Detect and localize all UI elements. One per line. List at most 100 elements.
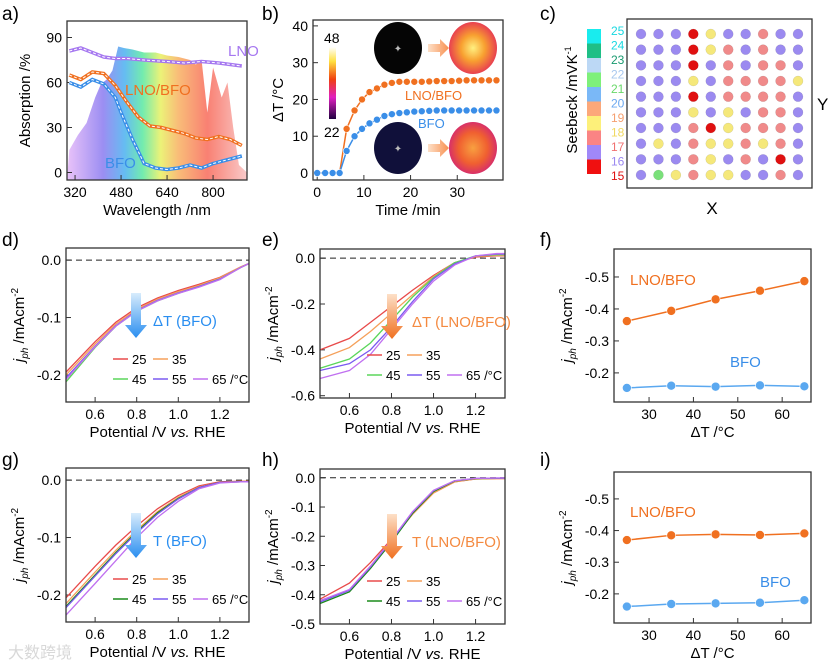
x-tick-label: 1.2 [466,628,486,644]
seebeck-point [653,138,664,149]
data-point [403,77,411,86]
seebeck-point [688,169,699,181]
x-tick-label: 0.6 [85,406,105,422]
data-point [462,106,471,115]
scale-block [587,145,601,160]
seebeck-point [670,91,682,102]
panel-d: d) 0.6 0.8 1.0 1.2 0.0 -0.1 -0.2 Potential /V vs… [2,230,250,441]
seebeck-point [792,169,804,181]
thermal-image-after [449,122,497,174]
data-point [799,595,810,606]
y-tick-label: -0.5 [585,491,609,507]
x-tick-label: 1.0 [169,626,189,642]
x-tick-label: 1.0 [424,402,444,418]
annotation-label: T (LNO/BFO) [412,534,501,551]
seebeck-point [722,169,734,181]
seebeck-point [705,28,717,40]
seebeck-point [635,122,647,134]
seebeck-point [775,75,786,87]
seebeck-point [653,28,664,40]
y-axis-title: Seebeck /mVK-1 [563,46,581,153]
x-tick-label: 1.0 [169,406,189,422]
seebeck-point [653,75,664,87]
seebeck-point [670,60,682,71]
data-point [335,169,344,177]
y-tick-label: 0.0 [42,252,62,268]
y-axis-label: Y [817,95,828,114]
panel-label: e) [262,230,279,251]
scale-block [587,43,601,58]
data-point [328,169,337,177]
x-tick-label: 40 [686,406,702,422]
x-axis-title: Potential /V vs. RHE [90,644,226,661]
seebeck-point [792,107,804,118]
data-point [432,106,441,115]
seebeck-point [775,44,786,55]
x-axis-title: Potential /V vs. RHE [90,424,226,441]
seebeck-point [722,91,734,102]
y-axis-title: jph /mAcm-2 [264,509,285,586]
x-tick-label: 1.0 [424,628,444,644]
seebeck-point [705,122,717,134]
seebeck-point [688,60,699,71]
annotation-label: ΔT (BFO) [153,313,217,330]
thermal-image-after [449,22,497,74]
panel-g: g) 0.6 0.8 1.0 1.2 0.0 -0.1 -0.2 Potential /V vs… [2,450,250,661]
seebeck-point [740,75,751,87]
data-point [799,276,810,286]
seebeck-point [722,154,734,165]
seebeck-point [635,44,647,55]
legend-label: 45 [132,592,146,607]
seebeck-point [705,138,717,149]
y-tick-label: -0.2 [37,367,61,383]
seebeck-point [635,107,647,118]
seebeck-point [775,28,786,40]
x-tick-label: 480 [109,184,133,200]
seebeck-point [670,107,682,118]
scale-label: 23 [611,53,625,67]
data-point [440,106,448,115]
series-line-35 [65,262,250,376]
data-point [403,108,411,117]
y-tick-label: -0.3 [585,333,609,349]
series-line-25 [319,255,505,351]
data-point [799,528,810,539]
legend-label: 25 [386,574,400,589]
data-point [710,529,721,540]
scale-label: 25 [611,24,625,38]
seebeck-point [722,122,734,134]
seebeck-point [705,60,717,71]
seebeck-point [688,28,699,40]
data-point [622,601,632,612]
seebeck-point [688,107,699,118]
seebeck-point [740,122,751,134]
colorbar-max-label: 48 [324,30,340,46]
x-tick-label: 50 [730,406,746,422]
series-label-lnobfo: LNO/BFO [405,88,462,103]
colorbar-min-label: 22 [324,124,340,140]
seebeck-point [635,75,647,87]
seebeck-point [740,107,751,118]
panel-label: f) [540,230,552,251]
x-axis-title: Potential /V vs. RHE [345,646,481,663]
y-tick-label: -0.2 [585,586,609,602]
data-point [395,77,404,86]
seebeck-point [757,122,769,134]
plot-frame [319,468,506,625]
x-tick-label: 0.8 [127,626,147,642]
seebeck-point [792,60,804,71]
seebeck-point [775,122,786,134]
seebeck-point [705,154,717,165]
seebeck-point [775,169,786,181]
scale-block [587,29,601,44]
scale-block [587,87,601,102]
x-axis-title: Time /min [375,202,440,219]
data-point [388,110,396,118]
y-tick-label: 30 [46,120,62,136]
seebeck-point [740,169,751,181]
scale-block [587,130,601,145]
seebeck-point [688,122,699,134]
legend-label: 65 /°C [466,594,502,609]
watermark: 大数跨境 [8,643,72,662]
data-point [365,88,374,96]
